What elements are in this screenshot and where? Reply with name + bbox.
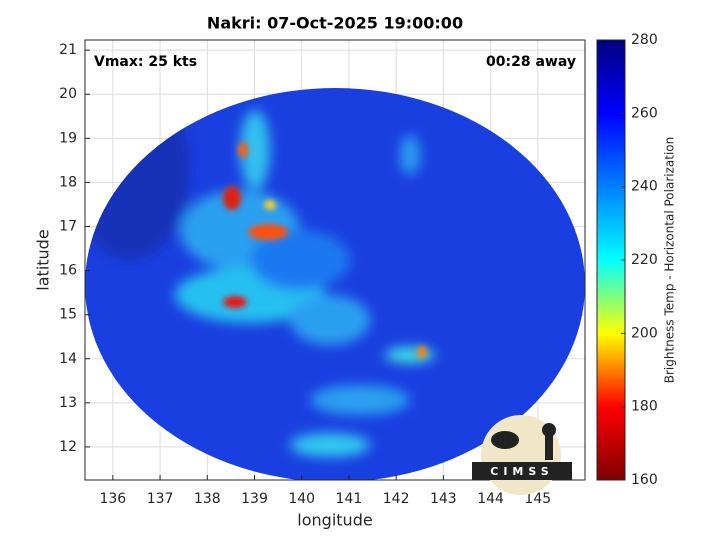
x-tick-label: 139	[241, 491, 268, 507]
axes: 136 137 138 139 140 141 142 143 144 145 12 13 14 15 16…	[59, 39, 586, 507]
logo: CIMSS	[472, 415, 572, 495]
x-tick-label: 140	[288, 491, 315, 507]
x-tick-label: 136	[99, 491, 126, 507]
colorbar-tick-label: 160	[631, 472, 658, 488]
y-tick-label: 13	[59, 395, 77, 411]
y-tick-label: 20	[59, 86, 77, 102]
x-axis-label: longitude	[297, 511, 372, 530]
x-tick-label: 145	[524, 491, 551, 507]
colorbar-scale	[596, 39, 626, 481]
x-tick-label: 144	[477, 491, 504, 507]
y-tick-label: 16	[59, 263, 77, 279]
y-tick-label: 14	[59, 351, 77, 367]
colorbar-tick-label: 180	[631, 399, 658, 415]
x-tick-label: 137	[147, 491, 174, 507]
y-tick-label: 15	[59, 307, 77, 323]
y-tick-label: 17	[59, 218, 77, 234]
axes-box	[84, 39, 586, 481]
annotation: Vmax: 25 kts	[94, 54, 197, 70]
x-tick-label: 143	[430, 491, 457, 507]
y-tick-label: 19	[59, 130, 77, 146]
annotation: 00:28 away	[486, 54, 576, 70]
colorbar-tick-label: 280	[631, 32, 658, 48]
x-tick-label: 141	[336, 491, 363, 507]
colorbar: 160 180 200 220 240 260 280	[596, 32, 658, 488]
y-tick-label: 12	[59, 439, 77, 455]
y-axis-label: latitude	[34, 229, 53, 290]
chart-title: Nakri: 07-Oct-2025 19:00:00	[207, 14, 463, 33]
y-tick-label: 18	[59, 174, 77, 190]
y-tick-label: 21	[59, 42, 77, 58]
colorbar-tick-label: 260	[631, 105, 658, 121]
colorbar-tick-label: 220	[631, 252, 658, 268]
x-tick-label: 138	[194, 491, 221, 507]
colorbar-label: Brightness Temp - Horizontal Polarizatio…	[663, 137, 677, 384]
logo-text: CIMSS	[490, 465, 553, 478]
colorbar-tick-label: 240	[631, 179, 658, 195]
colorbar-tick-label: 200	[631, 325, 658, 341]
x-tick-label: 142	[383, 491, 410, 507]
